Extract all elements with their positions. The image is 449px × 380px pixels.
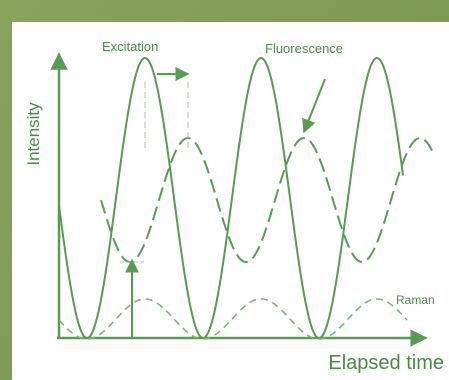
fluorescence-lifetime-diagram: Intensity Elapsed time Excitation Fluore… bbox=[24, 39, 444, 374]
fluorescence-curve bbox=[100, 136, 433, 264]
y-axis-label: Intensity bbox=[24, 102, 43, 166]
x-axis-label: Elapsed time bbox=[328, 352, 444, 374]
excitation-curve bbox=[58, 56, 404, 340]
diagram-panel: Intensity Elapsed time Excitation Fluore… bbox=[12, 22, 449, 380]
raman-label: Raman bbox=[396, 293, 435, 307]
fluorescence-label: Fluorescence bbox=[265, 41, 343, 56]
excitation-label: Excitation bbox=[102, 39, 158, 54]
raman-curve bbox=[58, 298, 408, 340]
fluorescence-pointer-arrow bbox=[302, 78, 326, 134]
